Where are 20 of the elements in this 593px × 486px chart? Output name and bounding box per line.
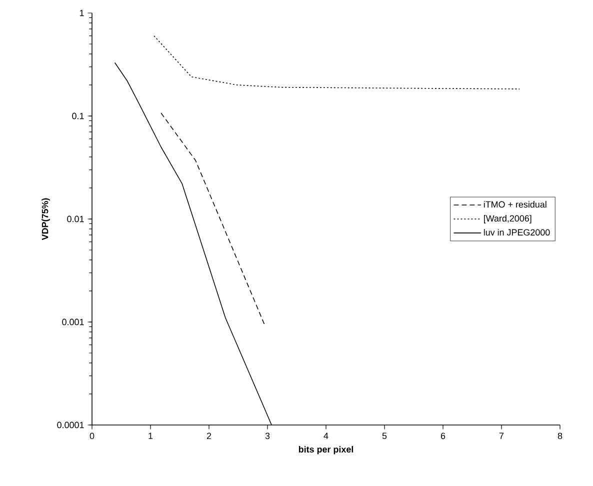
x-tick-label: 3 xyxy=(265,432,270,440)
y-tick-label: 0.0001 xyxy=(57,422,84,428)
x-tick-label: 6 xyxy=(440,432,446,440)
x-tick-label: 5 xyxy=(382,432,387,440)
y-tick-label: 0.001 xyxy=(62,318,84,326)
line-series xyxy=(154,35,520,90)
y-tick-label: 0.01 xyxy=(67,216,84,222)
x-tick-label: 4 xyxy=(324,432,328,439)
legend-label: iTMO + residual xyxy=(484,201,546,208)
x-tick-label: 0 xyxy=(90,432,94,440)
x-axis-title: bits per pixel xyxy=(298,446,354,454)
x-tick-label: 2 xyxy=(206,432,212,440)
legend-label: [Ward,2006] xyxy=(484,214,532,224)
legend-label: luv in JPEG2000 xyxy=(484,228,550,236)
x-tick-label: 8 xyxy=(558,432,562,440)
x-tick-label: 7 xyxy=(499,432,504,439)
y-axis-title: VDP(75%) xyxy=(42,198,50,240)
x-tick-label: 1 xyxy=(148,432,153,439)
y-tick-label: 1 xyxy=(80,10,84,16)
y-tick-label: 0.1 xyxy=(72,112,84,120)
